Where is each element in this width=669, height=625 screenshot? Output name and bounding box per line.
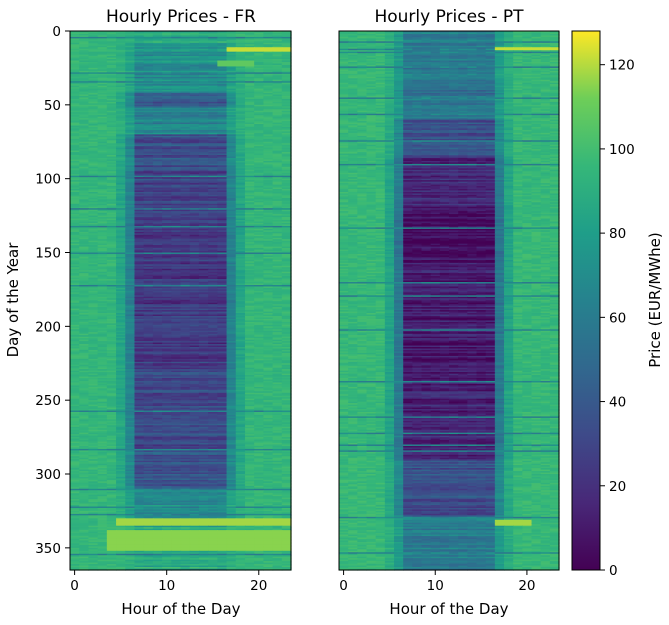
panel-fr: Hourly Prices - FR 0 10 20 050100150200250…: [4, 7, 292, 618]
chart-title-fr: Hourly Prices - FR: [106, 7, 256, 27]
heatmap-fr: [70, 31, 292, 571]
